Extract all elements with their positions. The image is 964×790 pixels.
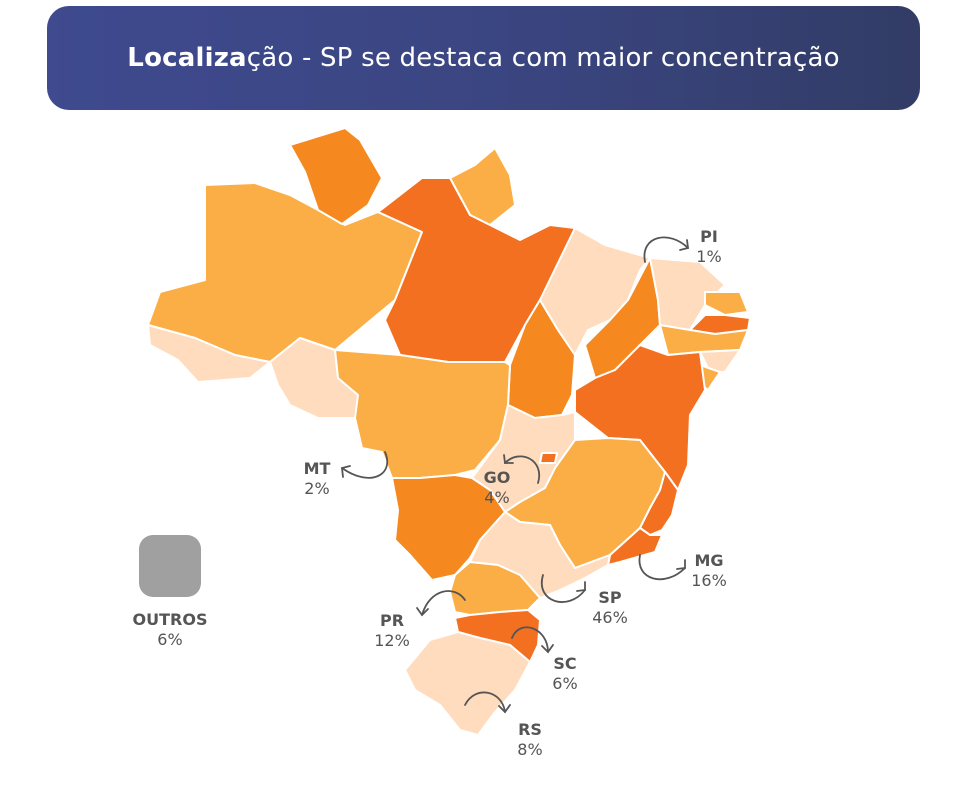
go-arrowhead bbox=[503, 454, 514, 464]
label-rs: RS 8% bbox=[495, 720, 565, 760]
pr-arrow bbox=[421, 590, 466, 616]
mg-arrow bbox=[638, 554, 686, 581]
state-df[interactable] bbox=[539, 452, 558, 464]
label-others: OUTROS 6% bbox=[128, 610, 212, 650]
label-go-value: 4% bbox=[484, 488, 510, 507]
rs-arrowhead bbox=[498, 704, 511, 714]
label-sc-value: 6% bbox=[552, 674, 578, 693]
label-sp: SP 46% bbox=[575, 588, 645, 628]
label-mg-value: 16% bbox=[691, 571, 727, 590]
state-rs[interactable] bbox=[404, 631, 531, 736]
sp-arrow bbox=[540, 574, 586, 603]
mg-arrowhead bbox=[676, 559, 686, 570]
others-swatch bbox=[139, 535, 201, 597]
state-ac[interactable] bbox=[147, 324, 271, 383]
page-title-bold: Localiza bbox=[127, 43, 247, 73]
label-pi-value: 1% bbox=[696, 247, 722, 266]
label-sp-value: 46% bbox=[592, 608, 628, 627]
rs-arrow bbox=[464, 691, 506, 713]
label-go-code: GO bbox=[483, 468, 511, 487]
label-sc-code: SC bbox=[553, 654, 577, 673]
label-others-value: 6% bbox=[157, 630, 183, 649]
state-al[interactable] bbox=[699, 349, 741, 373]
label-pi-code: PI bbox=[700, 227, 718, 246]
label-mt: MT 2% bbox=[282, 459, 352, 499]
label-others-name: OUTROS bbox=[132, 610, 208, 629]
state-ce[interactable] bbox=[649, 257, 726, 331]
mt-arrowhead bbox=[341, 465, 351, 478]
go-arrow bbox=[504, 455, 541, 484]
page-title-rest: ção - SP se destaca com maior concentraç… bbox=[246, 43, 840, 73]
label-mg-code: MG bbox=[694, 551, 724, 570]
state-rn[interactable] bbox=[704, 291, 749, 316]
sc-arrow bbox=[511, 626, 549, 653]
page-title: Localização - SP se destaca com maior co… bbox=[127, 43, 839, 73]
state-mt[interactable] bbox=[334, 349, 511, 479]
state-rr[interactable] bbox=[289, 127, 383, 225]
label-sc: SC 6% bbox=[530, 654, 600, 694]
label-pi: PI 1% bbox=[674, 227, 744, 267]
label-rs-value: 8% bbox=[517, 740, 543, 759]
label-pr-value: 12% bbox=[374, 631, 410, 650]
pr-arrowhead bbox=[416, 607, 429, 617]
mt-arrow bbox=[341, 451, 388, 479]
label-mt-value: 2% bbox=[304, 479, 330, 498]
pi-arrowhead bbox=[679, 239, 689, 251]
header-banner: Localização - SP se destaca com maior co… bbox=[47, 6, 920, 110]
label-mt-code: MT bbox=[303, 459, 331, 478]
pi-arrow bbox=[643, 236, 689, 263]
sp-arrowhead bbox=[576, 581, 586, 592]
label-pr-code: PR bbox=[379, 611, 405, 630]
label-go: GO 4% bbox=[462, 468, 532, 508]
label-pr: PR 12% bbox=[357, 611, 427, 651]
sc-arrowhead bbox=[541, 644, 554, 654]
label-rs-code: RS bbox=[518, 720, 542, 739]
label-mg: MG 16% bbox=[674, 551, 744, 591]
label-sp-code: SP bbox=[598, 588, 622, 607]
